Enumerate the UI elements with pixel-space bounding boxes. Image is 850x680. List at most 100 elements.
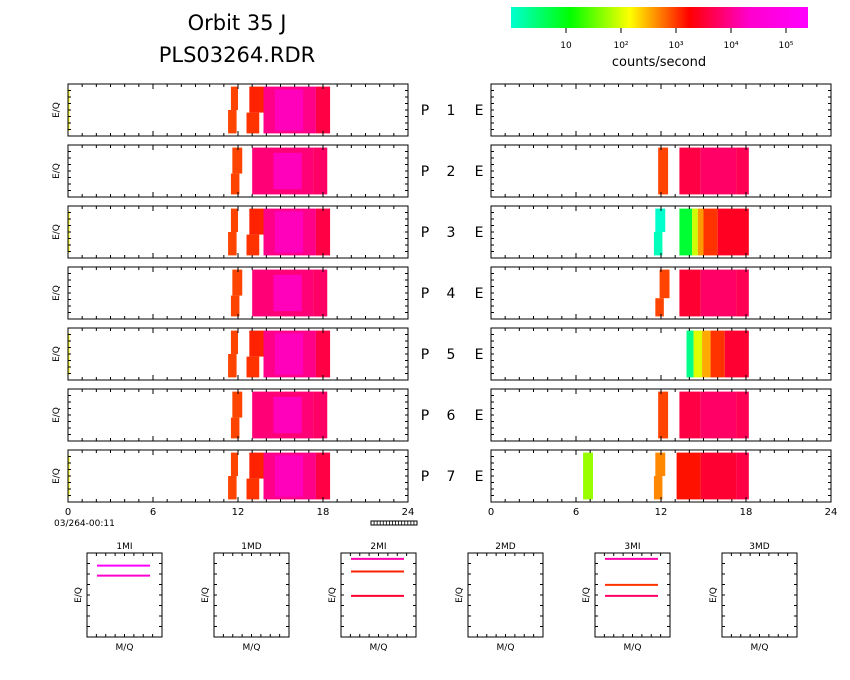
intensity-cell — [315, 208, 331, 256]
intensity-cell — [697, 208, 704, 256]
colorbar-tick-label: 10² — [613, 41, 628, 51]
x-tick-label: 24 — [402, 507, 415, 518]
row-label-p: P — [421, 408, 429, 424]
mass-panel-3mi: 3MI M/Q E/Q — [582, 542, 671, 653]
intensity-cell — [246, 356, 260, 378]
intensity-cell — [315, 452, 331, 500]
x-tick-label: 6 — [573, 507, 579, 518]
intensity-cell — [736, 391, 749, 439]
mass-y-label: E/Q — [455, 587, 465, 603]
panel-left-p3 — [67, 205, 409, 259]
mass-y-label: E/Q — [328, 587, 338, 603]
row-label-channel: E — [475, 103, 484, 119]
panel-right-p5 — [490, 327, 832, 381]
mass-panel-title: 1MD — [241, 542, 261, 552]
intensity-cell — [273, 396, 302, 434]
intensity-cell — [583, 452, 593, 500]
panel-right-p3 — [490, 205, 832, 259]
intensity-cell — [230, 452, 238, 476]
intensity-cell — [655, 452, 666, 476]
intensity-cell — [273, 274, 302, 312]
mass-y-label: E/Q — [709, 587, 719, 603]
colorbar: 10 10² 10³ 10⁴ 10⁵ counts/second — [511, 7, 808, 70]
intensity-cell — [246, 478, 260, 500]
mass-panel-frame — [467, 552, 544, 638]
panel-left-p1 — [67, 83, 409, 137]
colorbar-tick-label: 10 — [560, 41, 572, 51]
intensity-cell — [700, 147, 737, 195]
panel-frame — [490, 327, 832, 381]
mass-x-label: M/Q — [624, 643, 642, 653]
colorbar-tick-label: 10⁵ — [778, 41, 793, 51]
intensity-cell — [710, 330, 725, 378]
row-label-channel: E — [475, 225, 484, 241]
intensity-cell — [717, 208, 749, 256]
intensity-cell — [702, 330, 711, 378]
row-label-p: P — [421, 347, 429, 363]
intensity-cell — [736, 147, 749, 195]
intensity-cell — [246, 234, 260, 256]
intensity-cell — [679, 147, 701, 195]
intensity-cell — [679, 208, 693, 256]
mass-y-label: E/Q — [201, 587, 211, 603]
mass-panel-title: 3MI — [624, 542, 640, 552]
row-label-channel: E — [475, 164, 484, 180]
row-label-channel: E — [475, 286, 484, 302]
row-label-p: P — [421, 469, 429, 485]
intensity-cell — [655, 298, 664, 317]
x-tick-label: 12 — [655, 507, 668, 518]
panel-left-p6 — [67, 388, 409, 442]
colorbar-tick-label: 10³ — [668, 41, 683, 51]
intensity-cell — [653, 476, 663, 500]
mass-x-label: M/Q — [751, 643, 769, 653]
intensity-cell — [228, 354, 237, 378]
intensity-cell — [249, 452, 264, 479]
intensity-cell — [692, 208, 698, 256]
row-label-p: P — [421, 103, 429, 119]
panel-right-p2 — [490, 144, 832, 198]
row-label-number: 6 — [447, 408, 456, 424]
intensity-cell — [249, 330, 264, 357]
row-label-number: 7 — [447, 469, 456, 485]
intensity-cell — [274, 211, 304, 253]
intensity-cell — [230, 208, 238, 232]
mass-y-label: E/Q — [74, 587, 84, 603]
mass-panel-frame — [721, 552, 798, 638]
intensity-cell — [679, 269, 701, 317]
intensity-cell — [315, 86, 331, 134]
panel-left-p2 — [67, 144, 409, 198]
intensity-cell — [232, 147, 243, 174]
intensity-cell — [658, 147, 669, 195]
x-tick-label: 0 — [65, 507, 71, 518]
intensity-cell — [313, 391, 328, 439]
intensity-cell — [703, 208, 718, 256]
panel-right-p1 — [490, 83, 832, 137]
intensity-cell — [693, 330, 703, 378]
panel-right-p7 — [490, 449, 832, 503]
intensity-cell — [658, 391, 669, 439]
mass-panel-2md: 2MD M/Q E/Q — [455, 542, 544, 653]
y-axis-label: E/Q — [52, 407, 62, 423]
y-axis-label: E/Q — [52, 163, 62, 179]
x-tick-label: 6 — [150, 507, 156, 518]
panel-left-p5 — [67, 327, 409, 381]
row-label-number: 5 — [447, 347, 456, 363]
intensity-cell — [246, 112, 260, 134]
mass-panel-1mi: 1MI M/Q E/Q — [74, 542, 163, 653]
panel-left-p4 — [67, 266, 409, 320]
y-axis-label: E/Q — [52, 468, 62, 484]
mass-x-label: M/Q — [243, 643, 261, 653]
intensity-cell — [700, 452, 737, 500]
row-label-number: 1 — [447, 103, 456, 119]
mass-panel-title: 1MI — [116, 542, 132, 552]
intensity-cell — [228, 110, 237, 134]
mass-panel-3md: 3MD M/Q E/Q — [709, 542, 798, 653]
panel-left-p7 — [67, 449, 409, 503]
row-label-p: P — [421, 286, 429, 302]
intensity-cell — [230, 173, 240, 195]
row-label-number: 4 — [447, 286, 456, 302]
mass-y-label: E/Q — [582, 587, 592, 603]
intensity-cell — [228, 232, 237, 256]
intensity-cell — [274, 89, 304, 131]
